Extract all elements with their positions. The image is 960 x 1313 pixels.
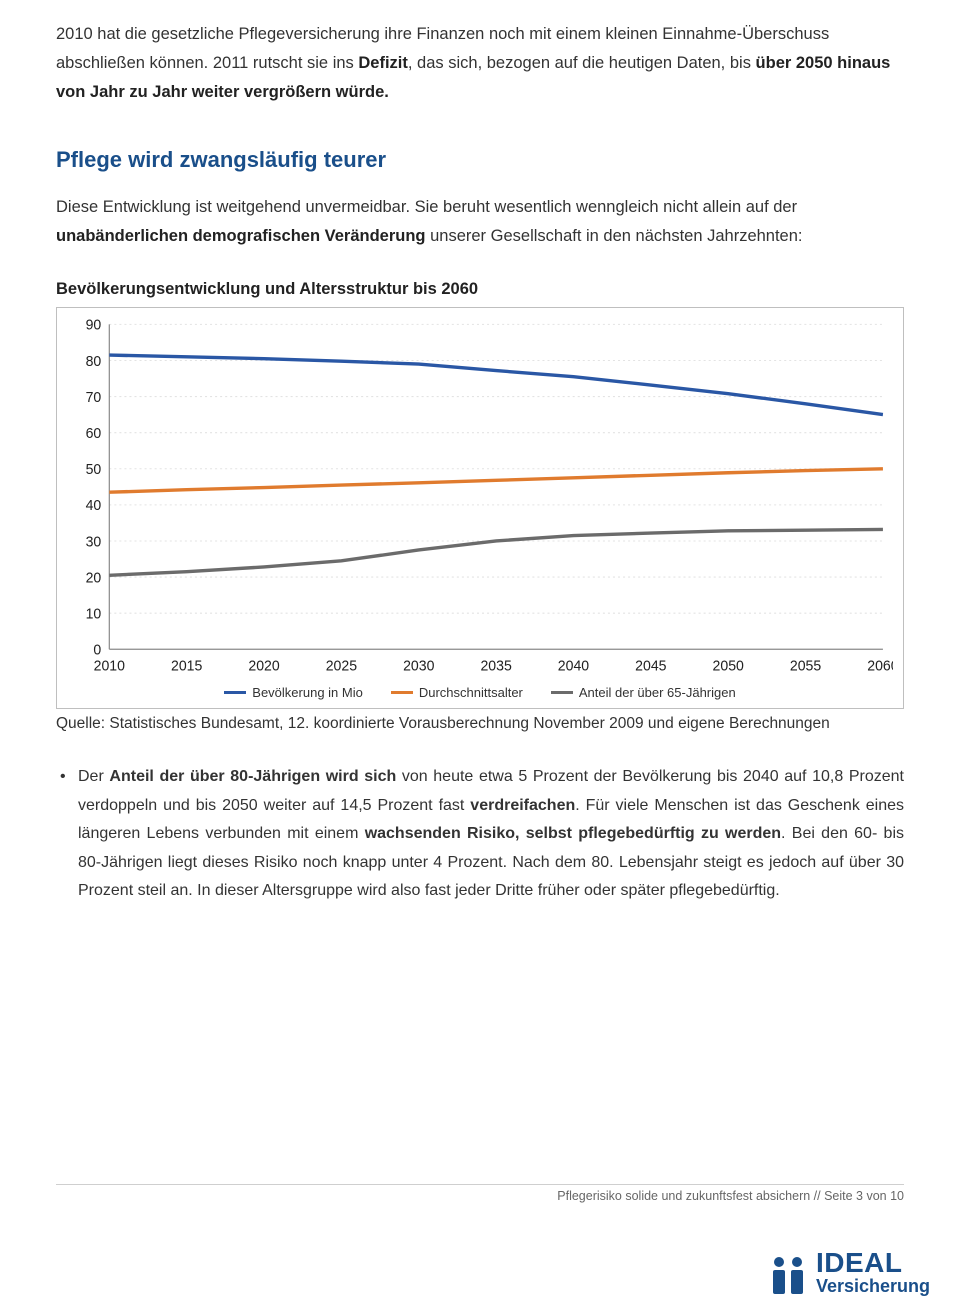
svg-text:2050: 2050 bbox=[713, 659, 744, 675]
legend-swatch bbox=[391, 691, 413, 694]
section-heading: Pflege wird zwangsläufig teurer bbox=[56, 147, 904, 173]
svg-text:2015: 2015 bbox=[171, 659, 202, 675]
svg-text:80: 80 bbox=[86, 354, 102, 370]
chart-title: Bevölkerungsentwicklung und Altersstrukt… bbox=[56, 280, 904, 299]
svg-text:2035: 2035 bbox=[480, 659, 511, 675]
svg-text:20: 20 bbox=[86, 570, 102, 586]
svg-text:2020: 2020 bbox=[248, 659, 279, 675]
legend-item: Bevölkerung in Mio bbox=[224, 685, 363, 700]
legend-swatch bbox=[224, 691, 246, 694]
svg-text:90: 90 bbox=[86, 318, 102, 334]
legend-item: Anteil der über 65-Jährigen bbox=[551, 685, 736, 700]
svg-text:2045: 2045 bbox=[635, 659, 666, 675]
chart-source: Quelle: Statistisches Bundesamt, 12. koo… bbox=[56, 715, 904, 733]
legend-label: Anteil der über 65-Jährigen bbox=[579, 685, 736, 700]
svg-text:50: 50 bbox=[86, 462, 102, 478]
chart-svg: 0102030405060708090201020152020202520302… bbox=[67, 318, 893, 679]
svg-text:0: 0 bbox=[93, 643, 101, 659]
chart-legend: Bevölkerung in Mio Durchschnittsalter Ante… bbox=[67, 679, 893, 702]
svg-text:2040: 2040 bbox=[558, 659, 589, 675]
svg-text:2030: 2030 bbox=[403, 659, 434, 675]
intro-paragraph: 2010 hat die gesetzliche Pflegeversicher… bbox=[56, 20, 904, 107]
section-paragraph: Diese Entwicklung ist weitgehend unverme… bbox=[56, 193, 904, 251]
svg-text:70: 70 bbox=[86, 390, 102, 406]
svg-text:40: 40 bbox=[86, 498, 102, 514]
logo-icon bbox=[770, 1255, 808, 1295]
svg-text:30: 30 bbox=[86, 534, 102, 550]
svg-text:2055: 2055 bbox=[790, 659, 821, 675]
bullet-list: Der Anteil der über 80-Jährigen wird sic… bbox=[56, 763, 904, 905]
legend-label: Bevölkerung in Mio bbox=[252, 685, 363, 700]
legend-swatch bbox=[551, 691, 573, 694]
population-chart: 0102030405060708090201020152020202520302… bbox=[56, 307, 904, 709]
legend-item: Durchschnittsalter bbox=[391, 685, 523, 700]
bullet-item: Der Anteil der über 80-Jährigen wird sic… bbox=[56, 763, 904, 905]
svg-text:60: 60 bbox=[86, 426, 102, 442]
logo-text-1: IDEAL bbox=[816, 1249, 930, 1277]
page-footer: Pflegerisiko solide und zukunftsfest abs… bbox=[56, 1184, 904, 1203]
svg-text:2060: 2060 bbox=[867, 659, 893, 675]
svg-text:2010: 2010 bbox=[94, 659, 125, 675]
brand-logo: IDEAL Versicherung bbox=[770, 1249, 930, 1295]
svg-text:10: 10 bbox=[86, 607, 102, 623]
legend-label: Durchschnittsalter bbox=[419, 685, 523, 700]
svg-text:2025: 2025 bbox=[326, 659, 357, 675]
logo-text-2: Versicherung bbox=[816, 1277, 930, 1295]
